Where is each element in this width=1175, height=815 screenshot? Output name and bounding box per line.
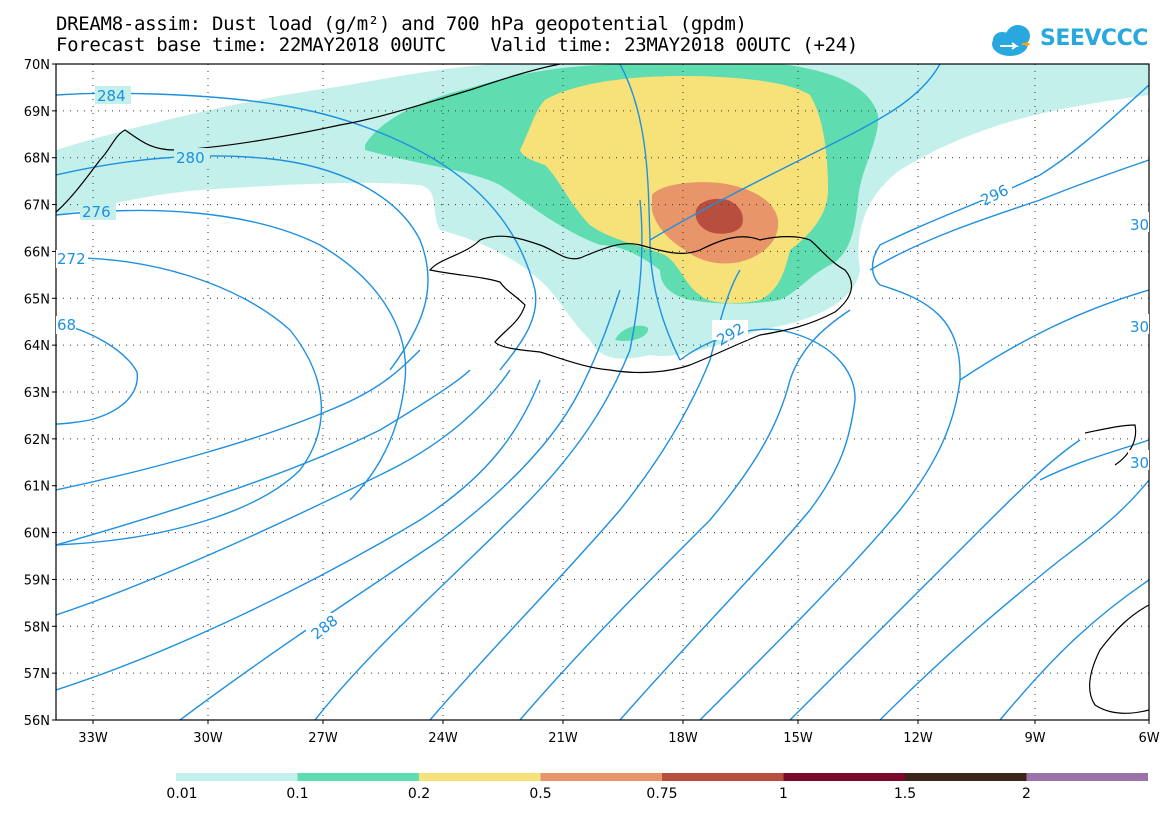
colorbar-label: 1.5 [893,786,917,802]
lat-label: 57N [24,667,50,682]
scotland-coast [1084,424,1149,714]
lat-label: 68N [24,152,50,167]
lat-label: 62N [24,433,50,448]
contour-label-276: 276 [82,203,111,221]
latitude-labels: 70N 69N 68N 67N 66N 65N 64N 63N 62N 61N 60N 59N 58N 5… [24,58,50,729]
contour-l [999,579,1149,720]
lon-label: 21W [548,731,578,746]
dust-level-0.1-patch [615,325,649,342]
colorbar-swatch [1026,773,1148,781]
lon-label: 27W [308,731,338,746]
lat-label: 61N [24,480,50,495]
contour-label-30c: 30 [1130,454,1149,472]
contour-300a [869,159,1149,271]
contour-288 [314,199,643,720]
colorbar-swatch [662,773,784,781]
contour-label-268: 68 [57,316,76,334]
contour-280 [56,155,429,371]
contour-label-30b: 30 [1130,318,1149,336]
contour-d [56,379,541,691]
contour-300d [1039,439,1149,481]
lat-label: 69N [24,105,50,120]
contour-b [56,369,471,546]
lat-label: 65N [24,292,50,307]
lat-label: 64N [24,339,50,354]
lat-label: 67N [24,199,50,214]
contour-j [789,439,1081,720]
contour-300b [959,289,1149,381]
lon-label: 30W [193,731,223,746]
contour-a [56,349,421,491]
colorbar-label: 0.01 [166,786,198,802]
axis-ticks [52,63,1150,724]
colorbar-swatch [783,773,905,781]
colorbar-label: 0.1 [286,786,309,802]
contour-296 [699,174,1041,720]
colorbar-swatch [540,773,662,781]
lon-label: 9W [1024,731,1045,746]
iceland-coast [428,235,853,374]
contour-268 [56,322,138,425]
longitude-labels: 33W 30W 27W 24W 21W 18W 15W 12W 9W 6W [78,731,1159,746]
lon-label: 15W [783,731,813,746]
dust-fields [56,64,1149,359]
cloud-icon [992,25,1031,56]
contour-272 [56,257,323,546]
colorbar-label: 0.75 [646,786,678,802]
contour-i [649,64,941,241]
colorbar-swatch [419,773,541,781]
contour-276 [56,209,407,501]
contour-label-272: 272 [57,250,86,268]
logo-text: SEEVCCC [1040,26,1148,51]
colorbar-label: 0.5 [529,786,552,802]
map-subtitle: Forecast base time: 22MAY2018 00UTC Vali… [56,34,859,56]
contour-292 [619,328,856,720]
lon-label: 6W [1138,731,1159,746]
map-title: DREAM8-assim: Dust load (g/m²) and 700 h… [56,13,747,35]
lon-label: 12W [903,731,933,746]
contour-300c [1039,84,1149,176]
contour-label-284: 284 [97,87,126,105]
coastlines [56,64,1149,714]
colorbar-swatch [176,773,298,781]
lat-label: 59N [24,573,50,588]
greenland-coast [56,64,561,213]
lat-label: 58N [24,620,50,635]
lon-label: 18W [668,731,698,746]
contour-c [56,369,511,616]
lat-label: 56N [24,714,50,729]
lon-label: 33W [78,731,108,746]
contour-g [519,309,851,720]
contour-label-280: 280 [176,149,205,167]
colorbar-swatch [297,773,419,781]
lat-label: 60N [24,527,50,542]
lat-label: 70N [24,58,50,73]
lat-label: 63N [24,386,50,401]
lon-label: 24W [428,731,458,746]
lat-label: 66N [24,245,50,260]
seevccc-logo [992,25,1031,56]
colorbar-label: 1 [779,786,788,802]
contour-label-30a: 30 [1130,216,1149,234]
contour-k [879,479,1149,720]
colorbar-label: 2 [1022,786,1031,802]
contour-e [179,289,621,720]
colorbar-swatch [905,773,1027,781]
colorbar-label: 0.2 [407,786,431,802]
geopotential-contours [56,64,1149,720]
graticule [56,64,1149,720]
colorbar [176,773,1148,781]
contour-284 [56,92,537,371]
